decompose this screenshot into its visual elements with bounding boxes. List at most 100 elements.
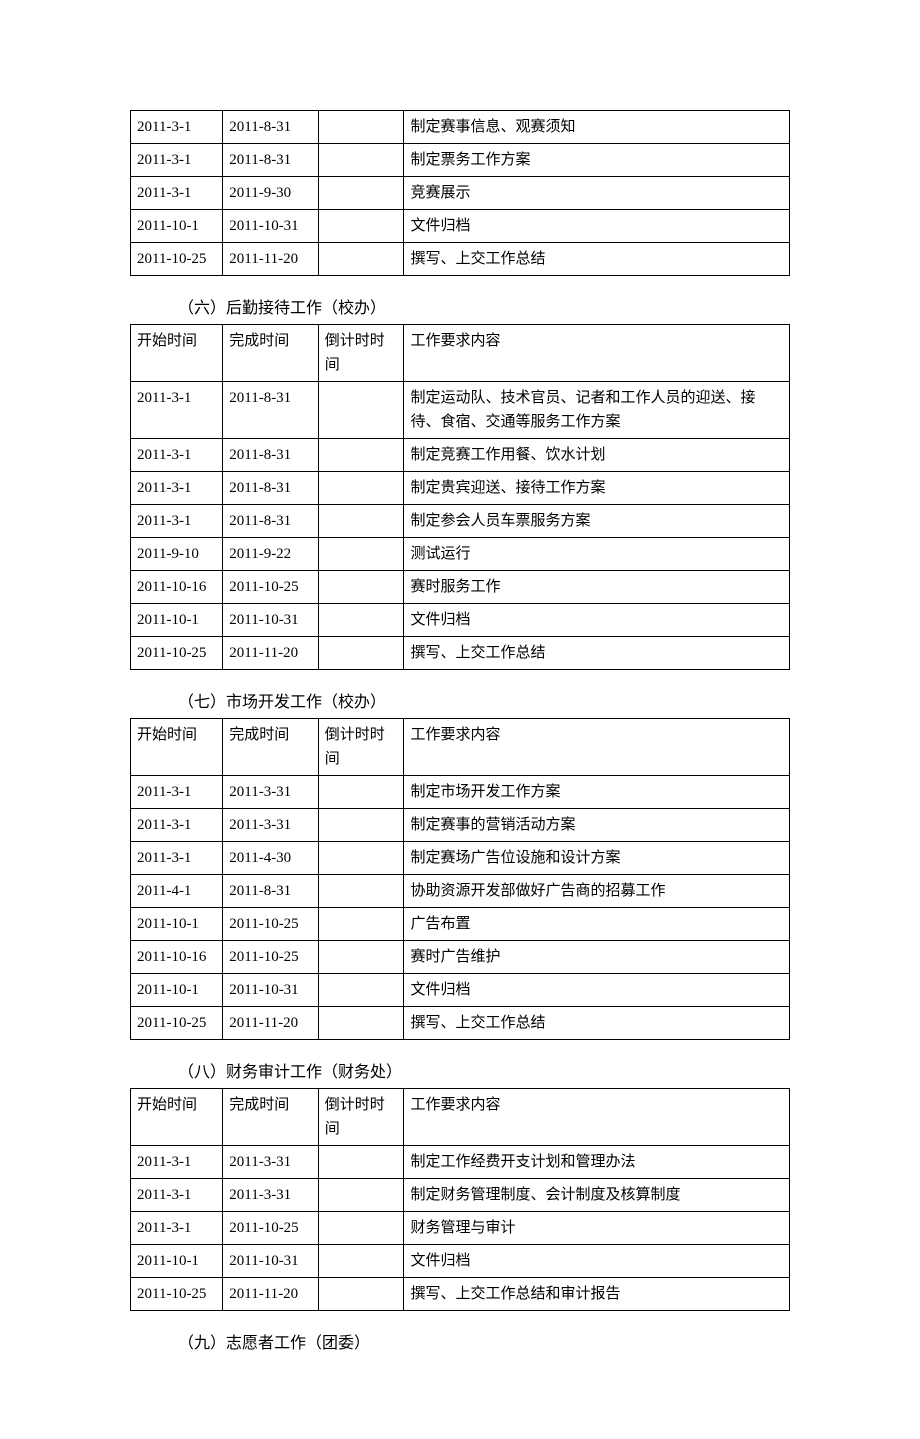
cell-countdown [318, 974, 404, 1007]
cell-countdown [318, 111, 404, 144]
header-countdown: 倒计时时间 [318, 719, 404, 776]
cell-end: 2011-8-31 [223, 382, 319, 439]
header-start: 开始时间 [131, 1089, 223, 1146]
cell-content: 财务管理与审计 [404, 1212, 790, 1245]
header-content: 工作要求内容 [404, 719, 790, 776]
cell-start: 2011-3-1 [131, 382, 223, 439]
cell-start: 2011-3-1 [131, 177, 223, 210]
cell-end: 2011-10-25 [223, 571, 319, 604]
cell-content: 文件归档 [404, 1245, 790, 1278]
header-end: 完成时间 [223, 719, 319, 776]
table-row: 2011-3-1 2011-3-31 制定市场开发工作方案 [131, 776, 790, 809]
cell-countdown [318, 809, 404, 842]
cell-end: 2011-8-31 [223, 875, 319, 908]
cell-start: 2011-10-25 [131, 637, 223, 670]
cell-start: 2011-3-1 [131, 111, 223, 144]
table-row: 2011-10-1 2011-10-31 文件归档 [131, 210, 790, 243]
cell-content: 制定工作经费开支计划和管理办法 [404, 1146, 790, 1179]
cell-start: 2011-9-10 [131, 538, 223, 571]
cell-content: 广告布置 [404, 908, 790, 941]
table-row: 2011-9-10 2011-9-22 测试运行 [131, 538, 790, 571]
table-row: 2011-10-16 2011-10-25 赛时广告维护 [131, 941, 790, 974]
cell-content: 协助资源开发部做好广告商的招募工作 [404, 875, 790, 908]
cell-start: 2011-3-1 [131, 809, 223, 842]
cell-end: 2011-11-20 [223, 1278, 319, 1311]
cell-start: 2011-3-1 [131, 1179, 223, 1212]
cell-end: 2011-10-31 [223, 1245, 319, 1278]
table-row: 2011-10-1 2011-10-31 文件归档 [131, 604, 790, 637]
cell-start: 2011-3-1 [131, 439, 223, 472]
cell-end: 2011-10-31 [223, 974, 319, 1007]
section6-title: （六）后勤接待工作（校办） [178, 294, 790, 318]
section7-title: （七）市场开发工作（校办） [178, 688, 790, 712]
cell-end: 2011-8-31 [223, 472, 319, 505]
cell-content: 制定赛事的营销活动方案 [404, 809, 790, 842]
cell-start: 2011-10-16 [131, 571, 223, 604]
cell-end: 2011-8-31 [223, 111, 319, 144]
cell-start: 2011-10-1 [131, 604, 223, 637]
cell-countdown [318, 505, 404, 538]
cell-countdown [318, 637, 404, 670]
cell-content: 制定票务工作方案 [404, 144, 790, 177]
table-row: 2011-10-25 2011-11-20 撰写、上交工作总结和审计报告 [131, 1278, 790, 1311]
cell-content: 制定市场开发工作方案 [404, 776, 790, 809]
header-end: 完成时间 [223, 325, 319, 382]
cell-start: 2011-10-1 [131, 1245, 223, 1278]
cell-content: 制定竞赛工作用餐、饮水计划 [404, 439, 790, 472]
cell-countdown [318, 776, 404, 809]
table-header-row: 开始时间 完成时间 倒计时时间 工作要求内容 [131, 1089, 790, 1146]
cell-countdown [318, 908, 404, 941]
cell-start: 2011-3-1 [131, 842, 223, 875]
cell-content: 制定财务管理制度、会计制度及核算制度 [404, 1179, 790, 1212]
cell-start: 2011-3-1 [131, 776, 223, 809]
table-row: 2011-3-1 2011-9-30 竞赛展示 [131, 177, 790, 210]
cell-end: 2011-10-31 [223, 210, 319, 243]
section6-table: 开始时间 完成时间 倒计时时间 工作要求内容 2011-3-1 2011-8-3… [130, 324, 790, 670]
table-row: 2011-3-1 2011-4-30 制定赛场广告位设施和设计方案 [131, 842, 790, 875]
cell-end: 2011-10-25 [223, 941, 319, 974]
table-row: 2011-10-1 2011-10-31 文件归档 [131, 1245, 790, 1278]
partial-table-top: 2011-3-1 2011-8-31 制定赛事信息、观赛须知 2011-3-1 … [130, 110, 790, 276]
header-end: 完成时间 [223, 1089, 319, 1146]
cell-start: 2011-10-1 [131, 974, 223, 1007]
cell-countdown [318, 842, 404, 875]
cell-content: 文件归档 [404, 210, 790, 243]
table-row: 2011-3-1 2011-8-31 制定赛事信息、观赛须知 [131, 111, 790, 144]
cell-countdown [318, 1146, 404, 1179]
section9-title: （九）志愿者工作（团委） [178, 1329, 790, 1353]
header-content: 工作要求内容 [404, 325, 790, 382]
cell-end: 2011-10-25 [223, 908, 319, 941]
cell-content: 赛时广告维护 [404, 941, 790, 974]
cell-countdown [318, 472, 404, 505]
cell-countdown [318, 571, 404, 604]
table-row: 2011-10-25 2011-11-20 撰写、上交工作总结 [131, 243, 790, 276]
cell-content: 制定参会人员车票服务方案 [404, 505, 790, 538]
cell-countdown [318, 1278, 404, 1311]
header-start: 开始时间 [131, 719, 223, 776]
cell-end: 2011-11-20 [223, 243, 319, 276]
cell-end: 2011-4-30 [223, 842, 319, 875]
partial-table-body: 2011-3-1 2011-8-31 制定赛事信息、观赛须知 2011-3-1 … [131, 111, 790, 276]
cell-countdown [318, 604, 404, 637]
cell-end: 2011-10-31 [223, 604, 319, 637]
table-row: 2011-10-1 2011-10-31 文件归档 [131, 974, 790, 1007]
table-row: 2011-10-1 2011-10-25 广告布置 [131, 908, 790, 941]
cell-end: 2011-8-31 [223, 439, 319, 472]
cell-content: 文件归档 [404, 604, 790, 637]
cell-end: 2011-3-31 [223, 1146, 319, 1179]
cell-end: 2011-8-31 [223, 505, 319, 538]
cell-countdown [318, 875, 404, 908]
cell-content: 制定贵宾迎送、接待工作方案 [404, 472, 790, 505]
document-page: 2011-3-1 2011-8-31 制定赛事信息、观赛须知 2011-3-1 … [0, 0, 920, 1439]
cell-content: 制定运动队、技术官员、记者和工作人员的迎送、接待、食宿、交通等服务工作方案 [404, 382, 790, 439]
table-row: 2011-10-16 2011-10-25 赛时服务工作 [131, 571, 790, 604]
cell-start: 2011-3-1 [131, 1146, 223, 1179]
cell-countdown [318, 243, 404, 276]
cell-end: 2011-11-20 [223, 1007, 319, 1040]
section8-title: （八）财务审计工作（财务处） [178, 1058, 790, 1082]
cell-start: 2011-3-1 [131, 1212, 223, 1245]
cell-countdown [318, 1245, 404, 1278]
cell-countdown [318, 144, 404, 177]
section7-table: 开始时间 完成时间 倒计时时间 工作要求内容 2011-3-1 2011-3-3… [130, 718, 790, 1040]
cell-start: 2011-10-25 [131, 243, 223, 276]
